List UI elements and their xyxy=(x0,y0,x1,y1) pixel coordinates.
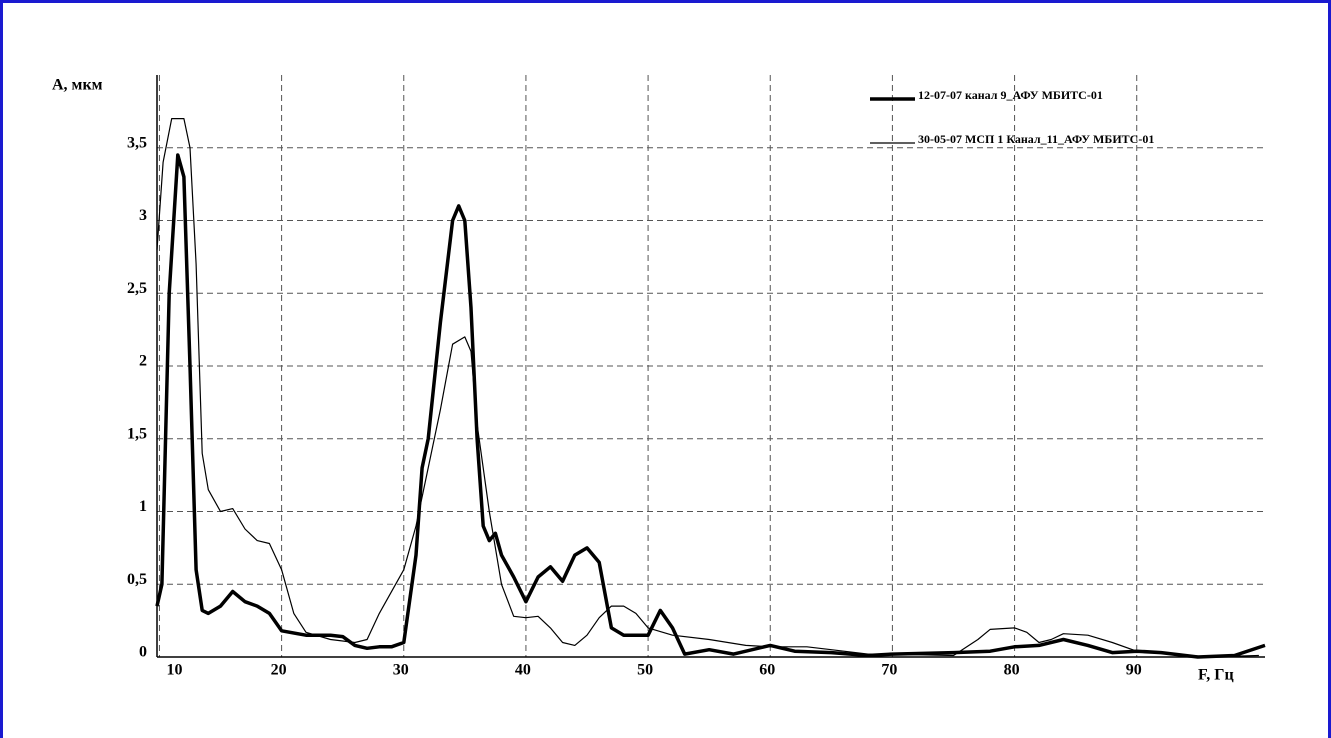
y-tick-label: 0,5 xyxy=(127,571,147,588)
x-tick-label: 80 xyxy=(1004,662,1020,679)
y-tick-label: 1,5 xyxy=(127,425,147,442)
x-tick-label: 70 xyxy=(881,662,897,679)
x-tick-label: 90 xyxy=(1126,662,1142,679)
y-axis-label: A, мкм xyxy=(52,77,103,94)
y-tick-label: 1 xyxy=(139,498,147,515)
line-series xyxy=(155,153,1266,659)
x-tick-label: 60 xyxy=(759,662,775,679)
y-tick-label: 0 xyxy=(139,644,147,661)
y-tick-label: 2,5 xyxy=(127,280,147,297)
x-tick-label: 10 xyxy=(166,662,182,679)
x-tick-label: 30 xyxy=(393,662,409,679)
x-tick-label: 20 xyxy=(271,662,287,679)
x-axis-label: F, Гц xyxy=(1198,667,1234,684)
y-tick-label: 2 xyxy=(139,353,147,370)
x-tick-label: 50 xyxy=(637,662,653,679)
x-tick-label: 40 xyxy=(515,662,531,679)
y-tick-label: 3,5 xyxy=(127,134,147,151)
legend-label: 12-07-07 канал 9_АФУ МБИТС-01 xyxy=(918,88,1103,102)
line-series xyxy=(156,118,1259,658)
y-tick-label: 3 xyxy=(139,207,147,224)
legend-label: 30-05-07 МСП 1 Канал_11_АФУ МБИТС-01 xyxy=(918,132,1154,146)
